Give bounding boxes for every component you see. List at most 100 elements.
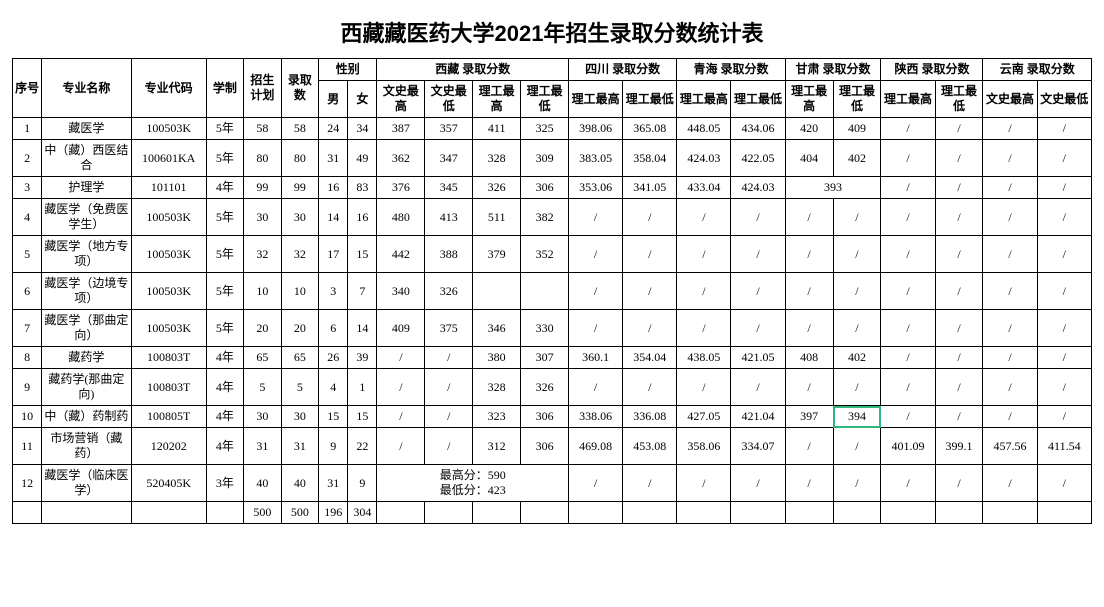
cell: 357 xyxy=(425,118,473,140)
cell: 20 xyxy=(244,310,281,347)
table-row: 9藏药学(那曲定向)100803T4年5541//328326/////////… xyxy=(13,369,1092,406)
cell: / xyxy=(1037,406,1091,428)
cell: 442 xyxy=(377,236,425,273)
cell: / xyxy=(935,199,983,236)
cell: 306 xyxy=(521,428,569,465)
cell: / xyxy=(983,140,1037,177)
cell xyxy=(983,502,1037,524)
cell xyxy=(131,502,206,524)
cell: 100503K xyxy=(131,199,206,236)
cell xyxy=(473,502,521,524)
cell: / xyxy=(983,310,1037,347)
cell: / xyxy=(785,199,833,236)
cell: / xyxy=(935,347,983,369)
cell: 402 xyxy=(833,347,881,369)
table-row: 4藏医学（免费医学生）100503K5年30301416480413511382… xyxy=(13,199,1092,236)
col-xz-lg-lo: 理工最低 xyxy=(521,81,569,118)
cell: 3 xyxy=(319,273,348,310)
cell: 14 xyxy=(319,199,348,236)
cell: 353.06 xyxy=(569,177,623,199)
cell: 457.56 xyxy=(983,428,1037,465)
cell: / xyxy=(785,465,833,502)
cell: 14 xyxy=(348,310,377,347)
cell: 330 xyxy=(521,310,569,347)
cell: 65 xyxy=(281,347,318,369)
cell: 448.05 xyxy=(677,118,731,140)
cell: 394 xyxy=(833,406,881,428)
cell: 9 xyxy=(348,465,377,502)
cell: / xyxy=(1037,199,1091,236)
cell: 3年 xyxy=(206,465,243,502)
cell: / xyxy=(425,428,473,465)
cell: 424.03 xyxy=(677,140,731,177)
grp-gansu: 甘肃 录取分数 xyxy=(785,59,881,81)
cell: / xyxy=(935,177,983,199)
cell: 334.07 xyxy=(731,428,785,465)
cell: 500 xyxy=(244,502,281,524)
cell: 藏医学 xyxy=(42,118,132,140)
cell: / xyxy=(983,177,1037,199)
cell: / xyxy=(677,369,731,406)
cell: 434.06 xyxy=(731,118,785,140)
cell: / xyxy=(935,406,983,428)
cell: 市场营销（藏药） xyxy=(42,428,132,465)
cell xyxy=(731,502,785,524)
cell: 4年 xyxy=(206,177,243,199)
cell: 404 xyxy=(785,140,833,177)
grp-shaanxi: 陕西 录取分数 xyxy=(881,59,983,81)
cell: 4年 xyxy=(206,428,243,465)
cell: 409 xyxy=(833,118,881,140)
cell xyxy=(521,273,569,310)
cell: 411 xyxy=(473,118,521,140)
cell xyxy=(13,502,42,524)
cell xyxy=(623,502,677,524)
cell: 8 xyxy=(13,347,42,369)
cell: 388 xyxy=(425,236,473,273)
cell: / xyxy=(983,236,1037,273)
cell: 345 xyxy=(425,177,473,199)
cell: / xyxy=(1037,369,1091,406)
cell: 382 xyxy=(521,199,569,236)
cell: 5 xyxy=(281,369,318,406)
cell: 4 xyxy=(13,199,42,236)
table-row: 2中（藏）西医结合100601KA5年808031493623473283093… xyxy=(13,140,1092,177)
cell: 341.05 xyxy=(623,177,677,199)
grp-sichuan: 四川 录取分数 xyxy=(569,59,677,81)
cell: 99 xyxy=(281,177,318,199)
cell: / xyxy=(1037,140,1091,177)
cell: 360.1 xyxy=(569,347,623,369)
cell: 196 xyxy=(319,502,348,524)
cell xyxy=(881,502,935,524)
cell: 34 xyxy=(348,118,377,140)
cell: / xyxy=(677,465,731,502)
cell: 5年 xyxy=(206,199,243,236)
cell: 中（藏）药制药 xyxy=(42,406,132,428)
cell: 15 xyxy=(348,236,377,273)
cell: 421.04 xyxy=(731,406,785,428)
col-code: 专业代码 xyxy=(131,59,206,118)
cell: / xyxy=(785,428,833,465)
grp-xizang: 西藏 录取分数 xyxy=(377,59,569,81)
cell: / xyxy=(1037,310,1091,347)
table-body: 1藏医学100503K5年58582434387357411325398.063… xyxy=(13,118,1092,524)
col-qh-lo: 理工最低 xyxy=(731,81,785,118)
cell: / xyxy=(833,310,881,347)
cell xyxy=(473,273,521,310)
col-sx-lo: 理工最低 xyxy=(935,81,983,118)
col-sc-hi: 理工最高 xyxy=(569,81,623,118)
cell: 15 xyxy=(319,406,348,428)
cell: 401.09 xyxy=(881,428,935,465)
cell: 376 xyxy=(377,177,425,199)
totals-row: 500500196304 xyxy=(13,502,1092,524)
cell: 32 xyxy=(281,236,318,273)
cell: 387 xyxy=(377,118,425,140)
cell: 39 xyxy=(348,347,377,369)
cell: 31 xyxy=(244,428,281,465)
cell: / xyxy=(785,273,833,310)
cell: 10 xyxy=(244,273,281,310)
cell: 307 xyxy=(521,347,569,369)
cell: 7 xyxy=(348,273,377,310)
cell: / xyxy=(833,428,881,465)
cell: 31 xyxy=(319,140,348,177)
cell: 20 xyxy=(281,310,318,347)
